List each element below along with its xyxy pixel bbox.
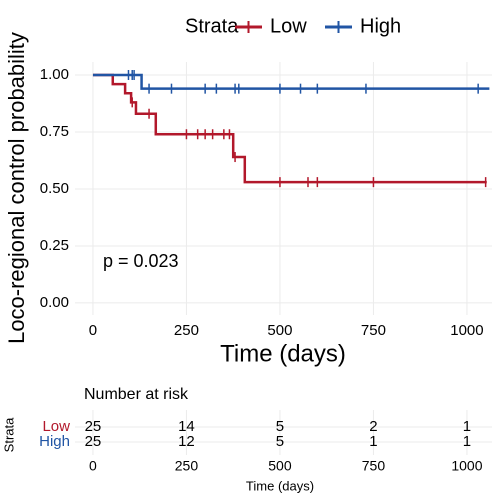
risk-x-tick-label: 750	[362, 458, 386, 474]
risk-count: 2	[369, 418, 377, 435]
risk-count: 1	[463, 418, 471, 435]
legend-title: Strata	[185, 15, 239, 37]
y-tick-label: 0.25	[40, 237, 69, 254]
risk-x-tick-label: 250	[175, 458, 199, 474]
risk-count: 5	[276, 418, 284, 435]
legend-label: High	[360, 15, 401, 37]
risk-row-label: Low	[42, 418, 70, 435]
risk-x-tick-label: 500	[268, 458, 292, 474]
x-axis-label: Time (days)	[220, 340, 346, 367]
risk-count: 12	[178, 433, 195, 450]
survival-curve	[92, 73, 487, 184]
p-value: p = 0.023	[103, 251, 179, 271]
risk-x-label: Time (days)	[246, 478, 314, 493]
x-tick-label: 1000	[450, 322, 483, 339]
risk-count: 1	[369, 433, 377, 450]
risk-count: 25	[85, 418, 102, 435]
risk-x-tick-label: 1000	[451, 458, 482, 474]
risk-count: 1	[463, 433, 471, 450]
y-tick-label: 1.00	[40, 66, 69, 83]
x-tick-label: 750	[361, 322, 386, 339]
risk-title: Number at risk	[84, 386, 189, 403]
risk-count: 25	[85, 433, 102, 450]
y-tick-label: 0.50	[40, 180, 69, 197]
legend-label: Low	[270, 15, 307, 37]
survival-curve	[92, 73, 490, 90]
risk-row-label: High	[39, 433, 70, 450]
risk-y-label: Strata	[1, 417, 16, 452]
x-tick-label: 500	[267, 322, 292, 339]
x-tick-label: 250	[174, 322, 199, 339]
risk-x-tick-label: 0	[89, 458, 97, 474]
risk-count: 14	[178, 418, 195, 435]
y-tick-label: 0.00	[40, 294, 69, 311]
y-axis-label: Loco-regional control probability	[4, 32, 29, 344]
risk-count: 5	[276, 433, 284, 450]
y-tick-label: 0.75	[40, 123, 69, 140]
x-tick-label: 0	[89, 322, 97, 339]
